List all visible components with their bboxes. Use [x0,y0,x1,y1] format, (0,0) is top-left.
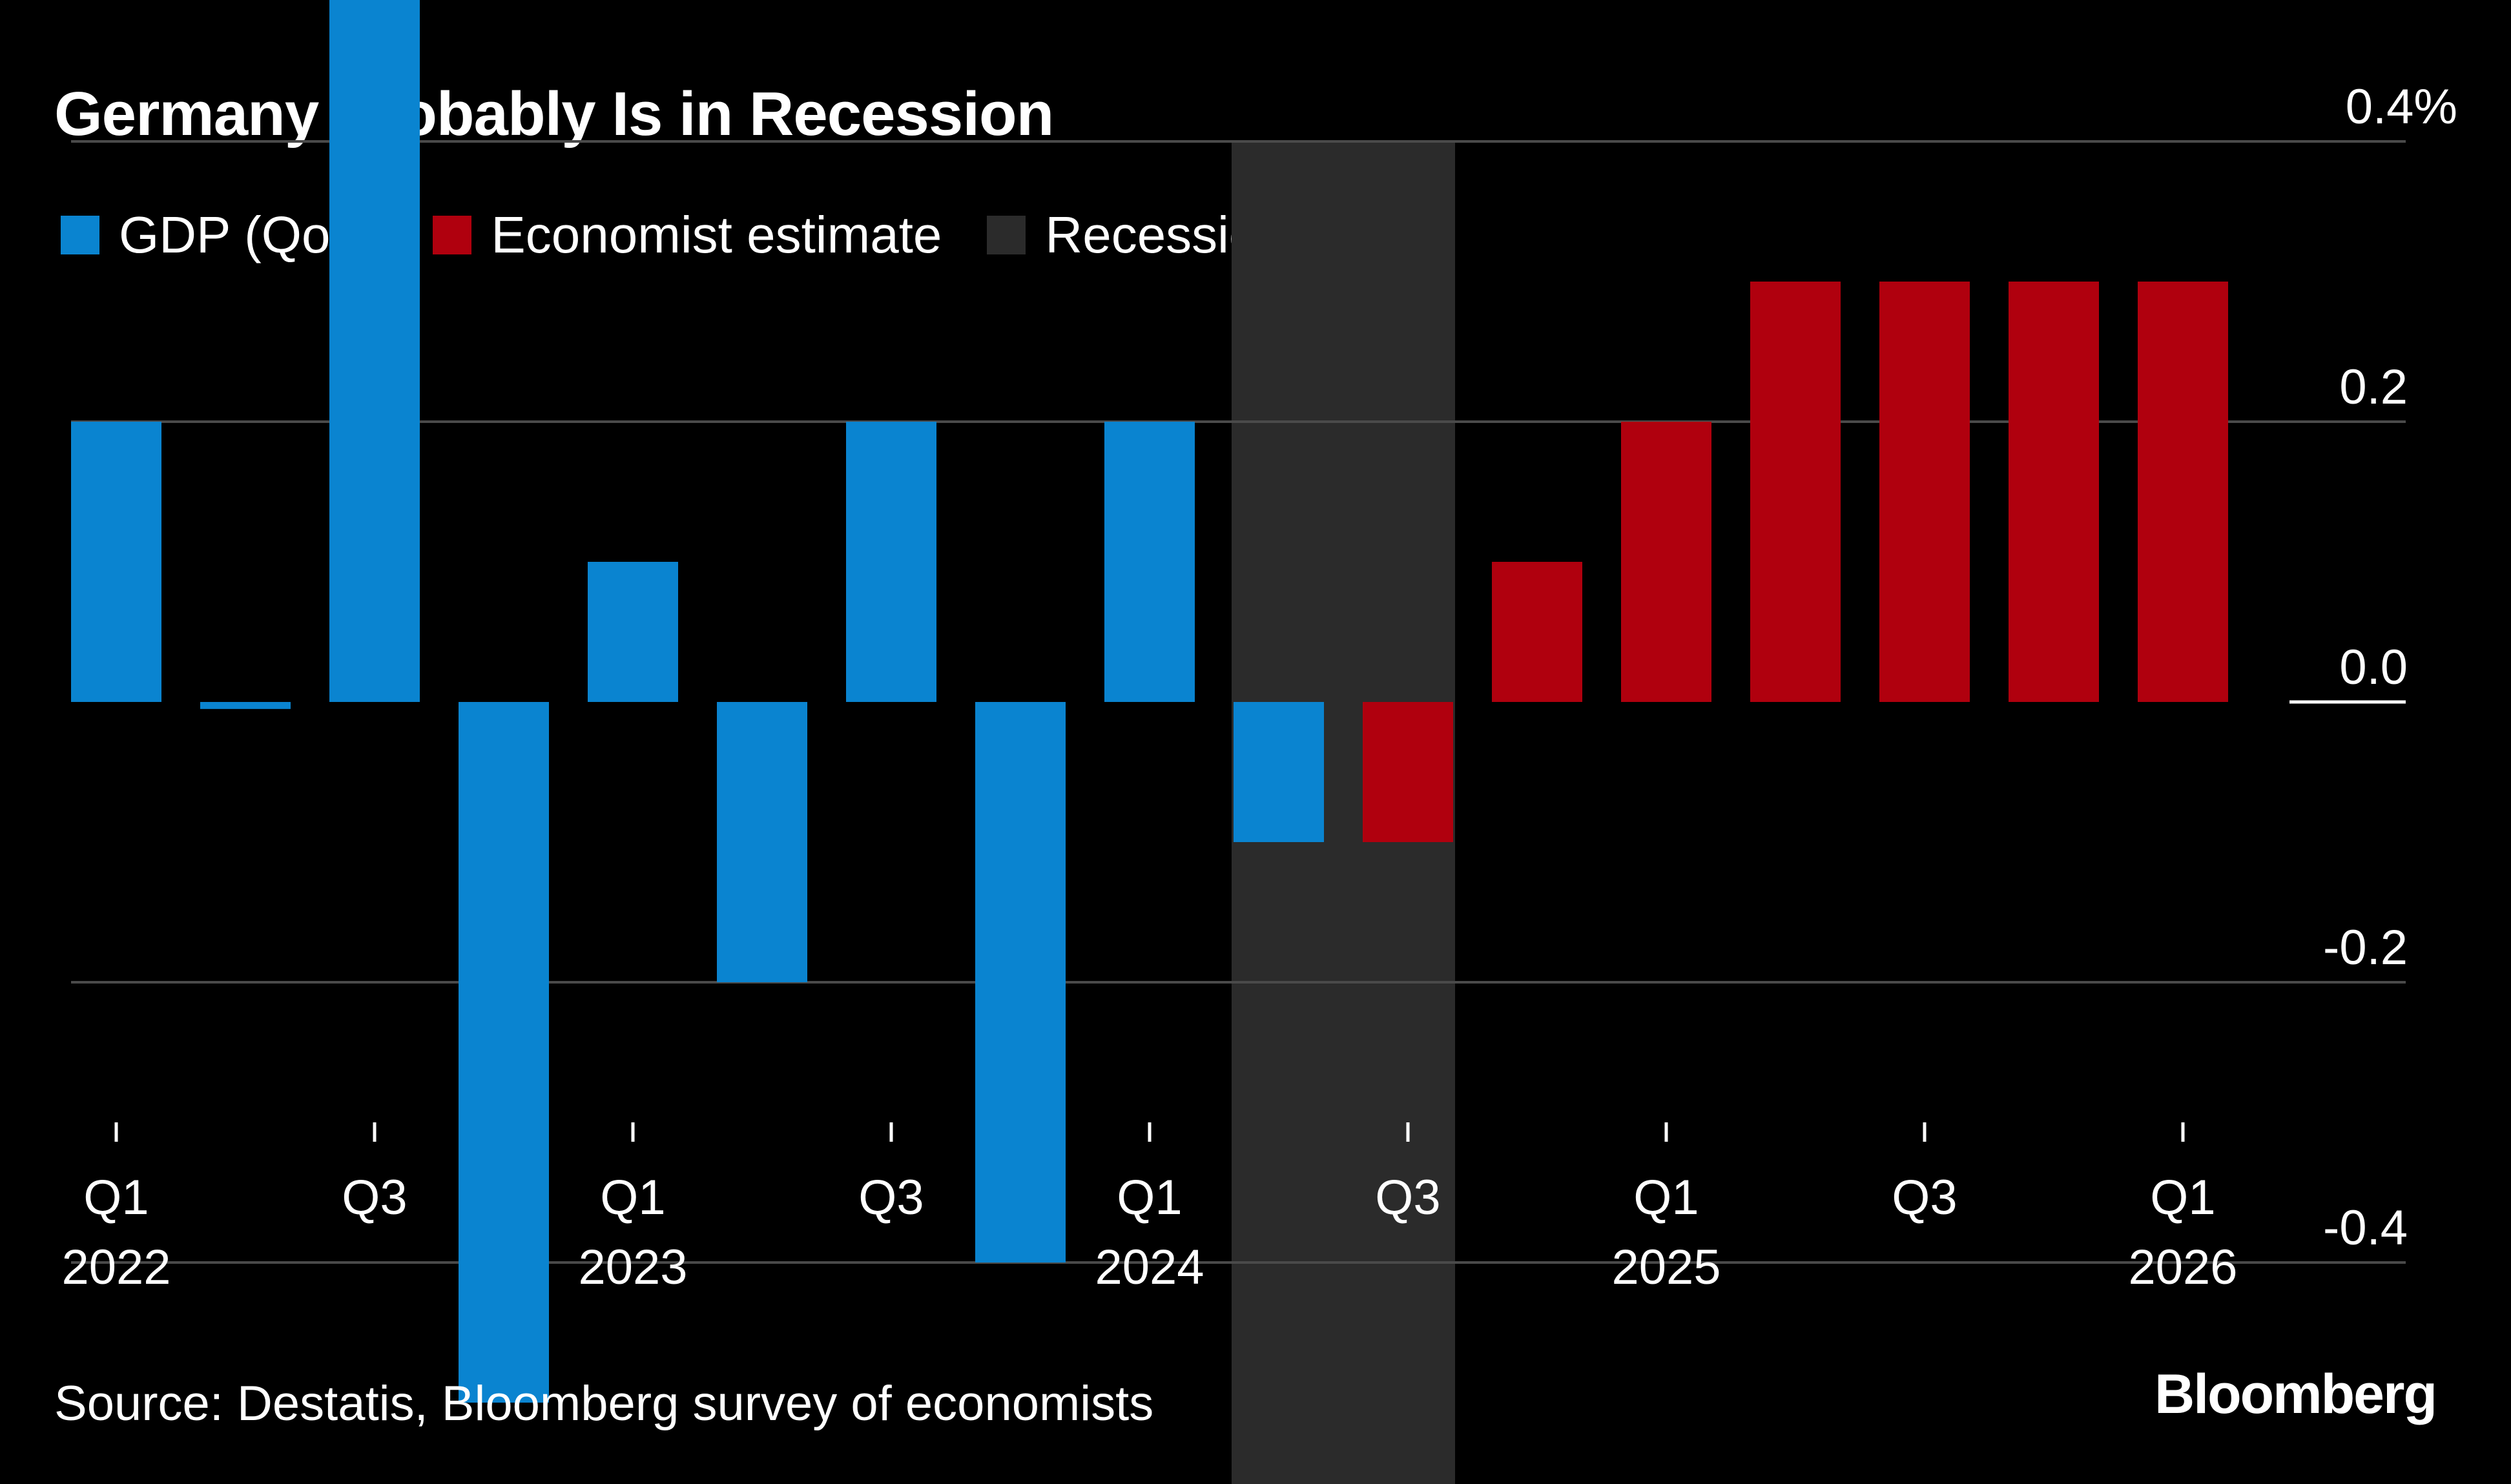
estimate-bar-11 [1492,562,1582,702]
x-tick-year-label: 2025 [1611,1240,1720,1295]
x-tick-year-label: 2023 [578,1240,687,1295]
estimate-bar-16 [2138,282,2228,702]
y-tick-label: 0.4% [2346,79,2457,134]
gdp-bar-5 [717,702,807,982]
gdp-bar-7 [975,702,1066,1262]
gdp-bar-6 [846,422,936,702]
bloomberg-logo: Bloomberg [2154,1363,2437,1425]
x-tick-label: Q1 [1117,1170,1182,1225]
x-tick-label: Q1 [1633,1170,1699,1225]
gdp-bar-4 [588,562,678,702]
x-tick-label: Q3 [1375,1170,1440,1225]
x-tick-label: Q1 [2150,1170,2215,1225]
x-tick-year-label: 2024 [1095,1240,1204,1295]
x-tick-label: Q1 [83,1170,149,1225]
legend-label-estimate: Economist estimate [491,206,942,263]
gdp-bar-8 [1104,422,1195,702]
y-tick-label: -0.6 [2323,1481,2408,1484]
x-tick-label: Q3 [1892,1170,1957,1225]
x-tick-label: Q3 [858,1170,924,1225]
y-tick-label: -0.4 [2323,1201,2408,1255]
legend-swatch-recession [987,216,1026,254]
y-tick-label: 0.0 [2339,640,2408,695]
estimate-bar-10 [1363,702,1453,842]
x-tick-year-label: 2026 [2128,1240,2237,1295]
gdp-bar-9 [1234,702,1324,842]
x-tick-label: Q3 [342,1170,407,1225]
gdp-bar-3 [459,702,549,1403]
legend-swatch-estimate [433,216,472,254]
y-tick-label: 0.2 [2339,360,2408,415]
x-tick-year-label: 2022 [61,1240,170,1295]
estimate-bar-15 [2009,282,2099,702]
y-tick-label: -0.2 [2323,920,2408,975]
estimate-bar-12 [1621,422,1711,702]
legend-swatch-gdp [61,216,99,254]
x-tick-label: Q1 [600,1170,665,1225]
source-note: Source: Destatis, Bloomberg survey of ec… [54,1376,1154,1431]
legend-item-estimate: Economist estimate [433,205,942,265]
gdp-bar-1 [200,702,291,709]
estimate-bar-13 [1750,282,1841,702]
chart-title: Germany Probably Is in Recession [54,79,1054,149]
estimate-bar-14 [1879,282,1970,702]
legend: GDP (QoQ) Economist estimate Recession [61,205,1332,265]
gdp-bar-0 [71,422,161,702]
gdp-bar-2 [329,0,420,702]
